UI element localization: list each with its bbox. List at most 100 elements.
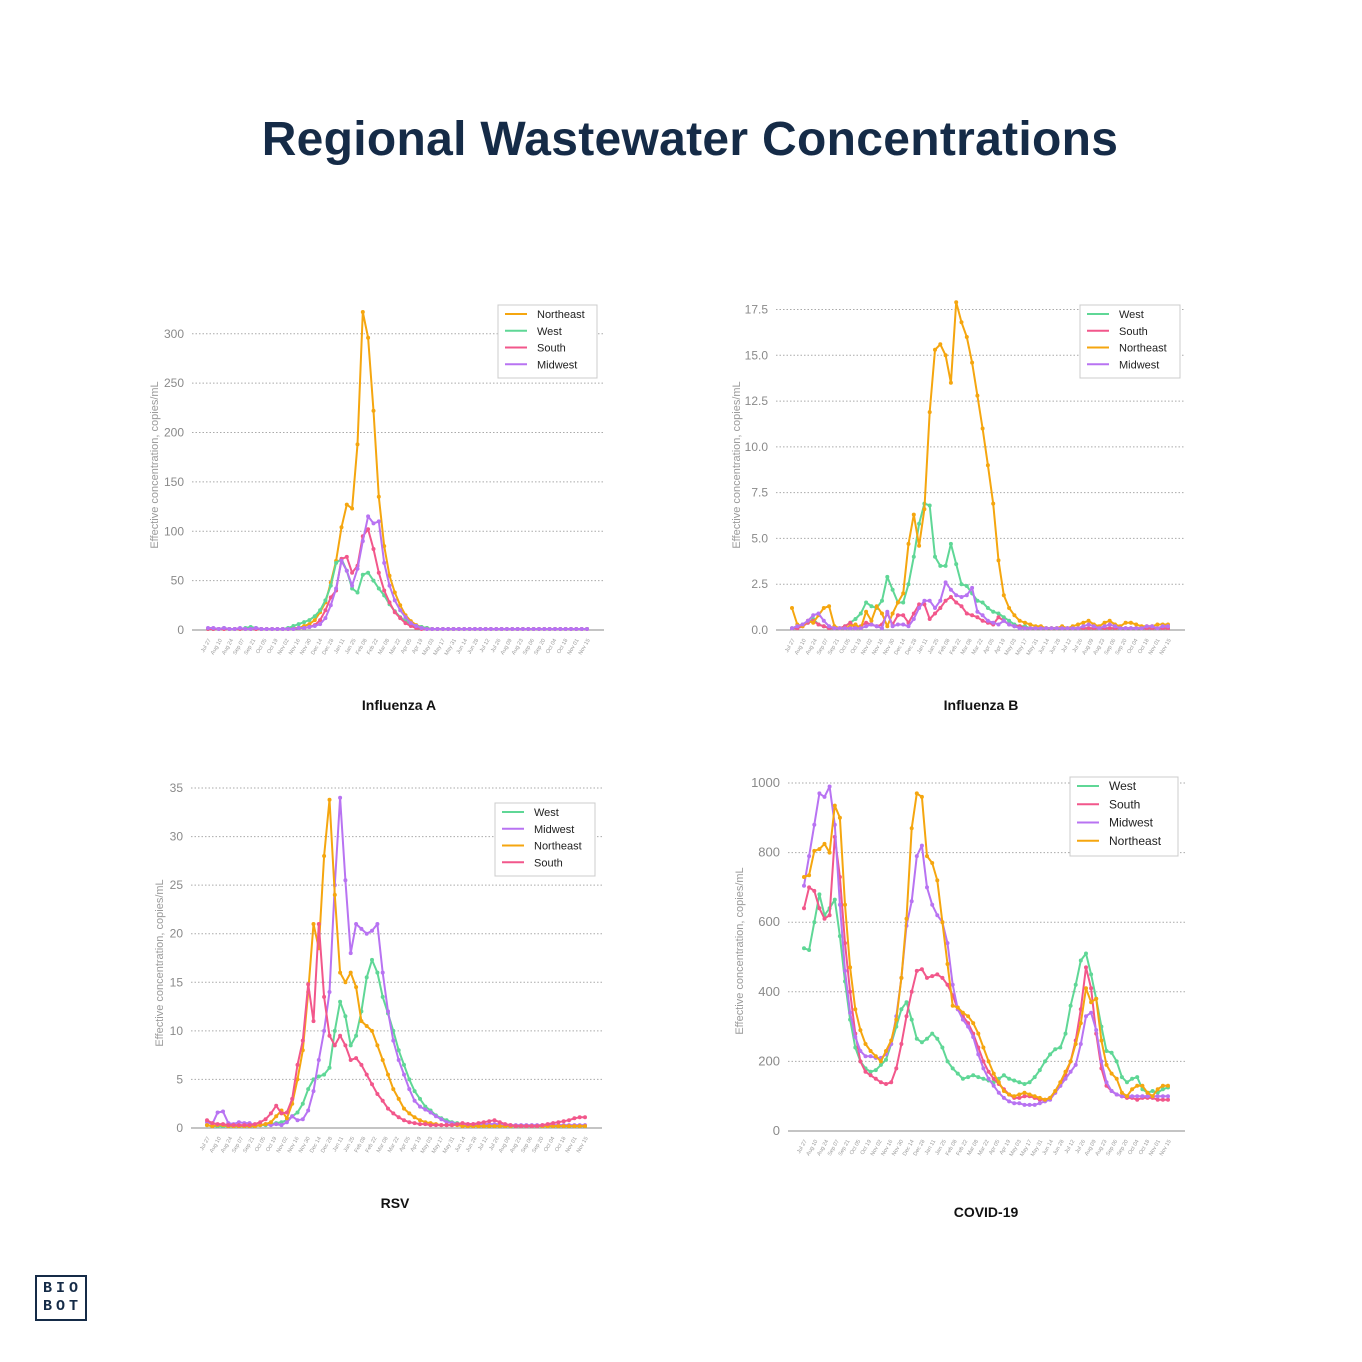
data-point	[970, 585, 975, 590]
data-point	[869, 604, 874, 609]
data-point	[938, 606, 943, 610]
data-point	[476, 1124, 481, 1129]
data-point	[435, 627, 440, 631]
data-point	[1012, 1078, 1017, 1083]
data-point	[1007, 1099, 1012, 1104]
data-point	[382, 560, 387, 565]
data-point	[391, 1038, 396, 1043]
data-point	[1022, 1094, 1027, 1099]
chart-influenza-b: 0.0 2.5 5.0 7.5 10.0 12.5 15.0 17.5 Effective co…	[731, 300, 1185, 657]
data-point	[210, 1124, 215, 1129]
data-point	[487, 1124, 492, 1129]
data-point	[848, 620, 853, 625]
data-point	[975, 615, 980, 620]
data-point	[364, 1072, 369, 1077]
data-point	[354, 985, 359, 990]
y-tick-label: 250	[164, 376, 184, 390]
data-point	[1166, 1097, 1170, 1102]
data-point	[827, 913, 832, 918]
data-point	[465, 1122, 470, 1127]
data-point	[1134, 622, 1139, 627]
data-point	[919, 967, 924, 972]
data-point	[822, 794, 827, 799]
data-point	[1109, 1050, 1114, 1055]
data-point	[302, 620, 307, 625]
legend-label-northeast: Northeast	[1109, 834, 1162, 848]
data-point	[492, 1124, 497, 1129]
data-point	[1060, 626, 1065, 631]
data-point	[1007, 618, 1012, 623]
data-point	[996, 1090, 1001, 1095]
legend-label-midwest: Midwest	[1119, 359, 1159, 371]
data-point	[348, 1043, 353, 1048]
legend-box	[494, 802, 596, 877]
data-point	[966, 1014, 971, 1019]
data-point	[563, 627, 568, 631]
data-point	[853, 1035, 858, 1039]
data-point	[1134, 626, 1139, 631]
data-point	[508, 1123, 513, 1128]
data-point	[1114, 1092, 1119, 1097]
y-tick-label: 12.5	[745, 394, 769, 408]
data-point	[386, 1009, 390, 1014]
data-point	[981, 1066, 986, 1071]
data-point	[423, 1104, 428, 1109]
data-point	[472, 627, 477, 631]
data-point	[343, 1014, 348, 1019]
data-point	[948, 380, 953, 385]
data-point	[392, 598, 397, 603]
data-point	[980, 613, 985, 618]
data-point	[1017, 1101, 1022, 1106]
data-point	[890, 611, 895, 616]
data-point	[387, 573, 392, 578]
data-point	[359, 1019, 364, 1024]
data-point	[991, 1076, 996, 1081]
data-point	[1001, 593, 1006, 598]
data-point	[1099, 1038, 1104, 1043]
data-point	[311, 1089, 316, 1094]
data-point	[1130, 1087, 1135, 1092]
data-point	[328, 595, 333, 600]
legend-label-west: West	[1119, 309, 1144, 321]
y-tick-label: 1000	[751, 775, 780, 790]
data-point	[943, 353, 948, 358]
data-point	[1086, 618, 1091, 623]
data-point	[848, 1010, 853, 1015]
y-axis-label: Effective concentration, copies/mL	[734, 867, 746, 1034]
data-point	[1076, 622, 1080, 627]
data-point	[911, 611, 916, 616]
data-point	[930, 974, 935, 979]
data-point	[1022, 1090, 1027, 1095]
data-point	[1107, 622, 1112, 627]
data-point	[1017, 1092, 1022, 1097]
data-point	[258, 1120, 263, 1125]
data-point	[930, 861, 935, 865]
data-point	[1012, 613, 1017, 618]
data-point	[964, 584, 969, 588]
data-point	[380, 1098, 385, 1103]
data-point	[807, 885, 812, 890]
data-point	[981, 1076, 986, 1081]
data-point	[375, 1043, 380, 1048]
data-point	[402, 1106, 406, 1111]
y-tick-label: 30	[170, 830, 184, 844]
y-tick-label: 7.5	[751, 486, 768, 500]
data-point	[332, 1043, 337, 1048]
data-point	[412, 1115, 417, 1120]
chart-covid-19: 0 200 400 600 800 1000 Effective concentration…	[734, 775, 1185, 1158]
data-point	[933, 347, 937, 352]
data-point	[1135, 1097, 1140, 1102]
data-point	[1135, 1083, 1140, 1088]
data-point	[1160, 1087, 1165, 1092]
data-point	[802, 883, 806, 888]
data-point	[917, 606, 922, 610]
data-point	[985, 463, 990, 468]
data-point	[853, 617, 858, 621]
data-point	[954, 300, 959, 305]
data-point	[812, 848, 817, 853]
data-point	[274, 1103, 279, 1108]
data-point	[901, 622, 906, 627]
legend: West Midwest Northeast South	[494, 802, 596, 877]
data-point	[348, 1058, 353, 1062]
